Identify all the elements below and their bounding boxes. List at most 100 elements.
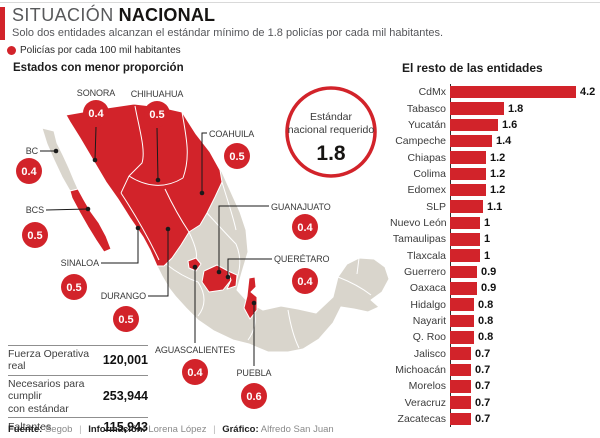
bar-value: 0.9 <box>481 282 497 295</box>
bar-row: Q. Roo 0.8 <box>390 329 600 345</box>
bar-row: Tlaxcala 1 <box>390 247 600 263</box>
bar-row: Nayarit 0.8 <box>390 313 600 329</box>
callout-line <box>218 205 269 272</box>
value-badge <box>113 306 139 332</box>
callout-dot <box>199 190 205 196</box>
graphic-value: Alfredo San Juan <box>260 424 334 435</box>
callout-dot <box>165 226 171 232</box>
callout-line <box>101 228 139 264</box>
bar-row: Michoacán 0.7 <box>390 362 600 378</box>
mexico-map: Estándar nacional requerido 1.8 BC0.4SON… <box>16 86 390 409</box>
bar-row: Nuevo León 1 <box>390 215 600 231</box>
bar-row: Campeche 1.4 <box>390 133 600 149</box>
bar <box>450 249 480 262</box>
source-label: Fuente: <box>8 424 43 435</box>
callout-line <box>156 127 159 181</box>
value-badge-text: 0.4 <box>88 108 104 120</box>
bar-value: 0.7 <box>475 396 491 409</box>
map-callout: COAHUILA 0.5 <box>199 129 254 196</box>
page-title-light: SITUACIÓN <box>12 5 114 25</box>
bar-label: Morelos <box>408 380 446 393</box>
bar <box>450 363 471 377</box>
value-badge-text: 0.5 <box>27 230 42 242</box>
map-callout: AGUASCALIENTES 0.4 <box>155 264 235 385</box>
bar <box>450 380 471 393</box>
bar-value: 0.8 <box>478 298 494 311</box>
bar-row: Zacatecas 0.7 <box>390 411 600 427</box>
bar <box>450 216 480 230</box>
bar <box>450 183 486 197</box>
bar-value: 1 <box>484 216 491 229</box>
bar-label: Veracruz <box>404 396 446 409</box>
bar-row: Edomex 1.2 <box>390 182 600 198</box>
bar <box>450 200 483 213</box>
bar-label: CdMx <box>418 86 446 99</box>
legend-label: Policías por cada 100 mil habitantes <box>20 45 181 56</box>
bar-label: Tamaulipas <box>392 233 446 246</box>
map-baja-california <box>41 127 79 192</box>
callout-line <box>227 258 272 277</box>
table-row-label-text: Fuerza Operativa real <box>8 348 90 373</box>
state-label: BCS <box>26 205 44 215</box>
value-badge <box>83 100 109 126</box>
footer-separator: | <box>79 424 82 435</box>
bar-row: Morelos 0.7 <box>390 378 600 394</box>
bar-value: 1.2 <box>490 167 506 180</box>
bar <box>450 102 504 115</box>
map-section-heading: Estados con menor proporción <box>13 62 184 74</box>
bar-value: 0.7 <box>475 347 491 360</box>
source-value: Segob <box>44 424 73 435</box>
table-row-label: Faltantes <box>8 421 102 433</box>
value-badge-text: 0.5 <box>66 282 81 294</box>
value-badge <box>144 101 170 127</box>
map-callout: QUERÉTARO 0.4 <box>225 254 330 294</box>
bar-label: Nayarit <box>412 314 446 327</box>
bar <box>450 134 492 148</box>
callout-dot <box>155 177 161 183</box>
bar-value: 1.4 <box>496 135 512 148</box>
value-badge <box>182 359 208 385</box>
bar-label: Oaxaca <box>409 282 446 295</box>
credits-footer: Fuente: Segob | Información: Lorena Lópe… <box>8 424 334 435</box>
value-badge <box>22 222 48 248</box>
value-badge-text: 0.5 <box>229 151 244 163</box>
map-aguascalientes <box>187 257 202 272</box>
table-row: Necesarios para cumplir con estándar 253,… <box>8 374 148 417</box>
value-badge <box>224 143 250 169</box>
callout-dot <box>135 225 141 231</box>
national-standard-badge: Estándar nacional requerido 1.8 <box>285 86 377 178</box>
bar <box>450 118 498 132</box>
state-label: CHIHUAHUA <box>131 89 184 99</box>
value-badge <box>241 383 267 409</box>
bar-label: SLP <box>426 200 446 213</box>
callout-dot <box>85 206 91 212</box>
bar <box>450 298 474 311</box>
standard-line1: Estándar <box>310 111 353 123</box>
legend: Policías por cada 100 mil habitantes <box>7 45 181 56</box>
callout-dot <box>216 269 222 275</box>
map-northwest-red-states <box>65 103 223 267</box>
info-label: Información: <box>88 424 146 435</box>
value-badge <box>16 158 42 184</box>
bar-label: Michoacán <box>395 364 446 377</box>
value-badge-text: 0.5 <box>118 314 133 326</box>
state-label: COAHUILA <box>209 129 254 139</box>
value-badge-text: 0.4 <box>297 222 313 234</box>
title-accent-bar <box>0 7 5 40</box>
bar-row: Oaxaca 0.9 <box>390 280 600 296</box>
bar-value: 0.7 <box>475 413 491 426</box>
value-badge-text: 0.4 <box>21 166 37 178</box>
callout-dot <box>192 264 198 270</box>
state-label: BC <box>26 146 39 156</box>
map-annotations: BC0.4SONORA0.4CHIHUAHUA0.5COAHUILA0.5BCS… <box>16 88 331 409</box>
bar-label: Edomex <box>407 184 446 197</box>
info-value: Lorena López <box>148 424 207 435</box>
callout-dot <box>225 274 231 280</box>
bar <box>450 412 471 426</box>
bar-label: Chiapas <box>407 151 446 164</box>
bar <box>450 85 576 99</box>
value-badge-text: 0.5 <box>149 109 164 121</box>
bar-value: 1.1 <box>487 200 503 213</box>
table-row-label: Necesarios para cumplir con estándar <box>8 378 102 415</box>
force-stats-table: Fuerza Operativa real 120,001 Necesarios… <box>8 345 148 436</box>
